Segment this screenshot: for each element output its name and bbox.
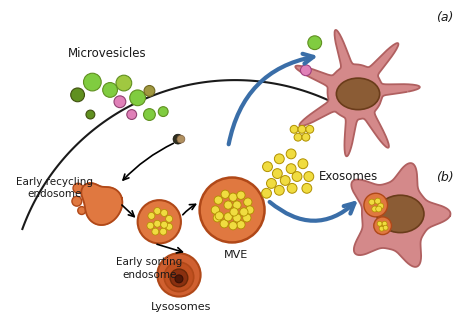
Circle shape [213, 214, 221, 222]
Circle shape [103, 82, 118, 97]
Circle shape [127, 110, 137, 119]
Circle shape [154, 220, 161, 227]
Circle shape [375, 198, 381, 204]
Circle shape [233, 201, 241, 209]
Circle shape [286, 164, 296, 173]
Circle shape [302, 183, 312, 193]
Text: Early sorting
endosome: Early sorting endosome [116, 257, 182, 280]
Circle shape [137, 200, 181, 243]
Circle shape [173, 134, 183, 144]
Circle shape [298, 159, 308, 169]
Circle shape [382, 221, 387, 226]
Circle shape [280, 176, 290, 185]
Circle shape [240, 208, 248, 216]
Circle shape [230, 208, 238, 216]
Polygon shape [295, 30, 420, 156]
Circle shape [116, 75, 132, 91]
Circle shape [214, 196, 222, 204]
Text: (a): (a) [436, 11, 454, 24]
Circle shape [243, 214, 251, 222]
Circle shape [144, 109, 155, 120]
Circle shape [161, 210, 168, 216]
Text: Early recycling
endosome: Early recycling endosome [17, 177, 93, 199]
Circle shape [273, 169, 282, 179]
Circle shape [301, 65, 311, 76]
Circle shape [376, 206, 382, 212]
Circle shape [224, 201, 232, 209]
Circle shape [114, 96, 126, 108]
Circle shape [158, 107, 168, 117]
Circle shape [221, 190, 229, 198]
Circle shape [71, 88, 84, 102]
Circle shape [211, 206, 219, 214]
Circle shape [246, 206, 254, 214]
Circle shape [294, 133, 302, 141]
Circle shape [161, 221, 168, 228]
Circle shape [229, 222, 237, 230]
Circle shape [372, 206, 378, 212]
Circle shape [377, 221, 382, 226]
Circle shape [237, 191, 245, 199]
Circle shape [287, 183, 297, 193]
Circle shape [170, 269, 188, 287]
Circle shape [175, 275, 183, 283]
Ellipse shape [377, 195, 424, 233]
Ellipse shape [337, 78, 380, 110]
Circle shape [244, 198, 252, 206]
Circle shape [154, 208, 161, 215]
Circle shape [369, 199, 375, 205]
Polygon shape [82, 183, 122, 225]
Circle shape [166, 216, 173, 222]
Circle shape [200, 178, 264, 242]
Circle shape [262, 188, 272, 198]
Circle shape [83, 73, 101, 91]
Circle shape [72, 196, 82, 206]
Circle shape [166, 223, 173, 230]
Circle shape [263, 162, 273, 172]
Circle shape [157, 253, 201, 297]
Circle shape [290, 125, 298, 133]
Circle shape [306, 125, 314, 133]
Circle shape [152, 228, 159, 235]
Circle shape [374, 217, 392, 234]
Text: MVE: MVE [224, 250, 248, 260]
Circle shape [215, 212, 223, 220]
Circle shape [229, 193, 237, 201]
Circle shape [73, 183, 83, 193]
Polygon shape [351, 163, 450, 267]
Circle shape [298, 125, 306, 133]
Text: (b): (b) [436, 171, 454, 184]
Text: Lysosomes: Lysosomes [151, 302, 211, 313]
Circle shape [378, 203, 383, 209]
Circle shape [292, 172, 302, 181]
Circle shape [164, 262, 194, 292]
Circle shape [130, 90, 146, 106]
Circle shape [147, 222, 154, 229]
Circle shape [302, 133, 310, 141]
Circle shape [220, 220, 228, 228]
Circle shape [274, 154, 284, 164]
Circle shape [177, 135, 185, 143]
Circle shape [308, 36, 322, 50]
Circle shape [379, 226, 384, 231]
Circle shape [86, 110, 95, 119]
Circle shape [364, 193, 388, 217]
Circle shape [160, 228, 167, 235]
Text: Microvesicles: Microvesicles [68, 47, 146, 60]
Circle shape [274, 185, 284, 195]
Circle shape [383, 225, 388, 230]
Circle shape [78, 207, 86, 215]
Circle shape [237, 221, 245, 229]
Text: Exosomes: Exosomes [319, 170, 378, 183]
Circle shape [144, 86, 155, 96]
Circle shape [266, 179, 276, 188]
Circle shape [148, 212, 155, 219]
Circle shape [224, 213, 232, 221]
Circle shape [286, 149, 296, 159]
Circle shape [233, 214, 241, 222]
Circle shape [304, 172, 314, 181]
